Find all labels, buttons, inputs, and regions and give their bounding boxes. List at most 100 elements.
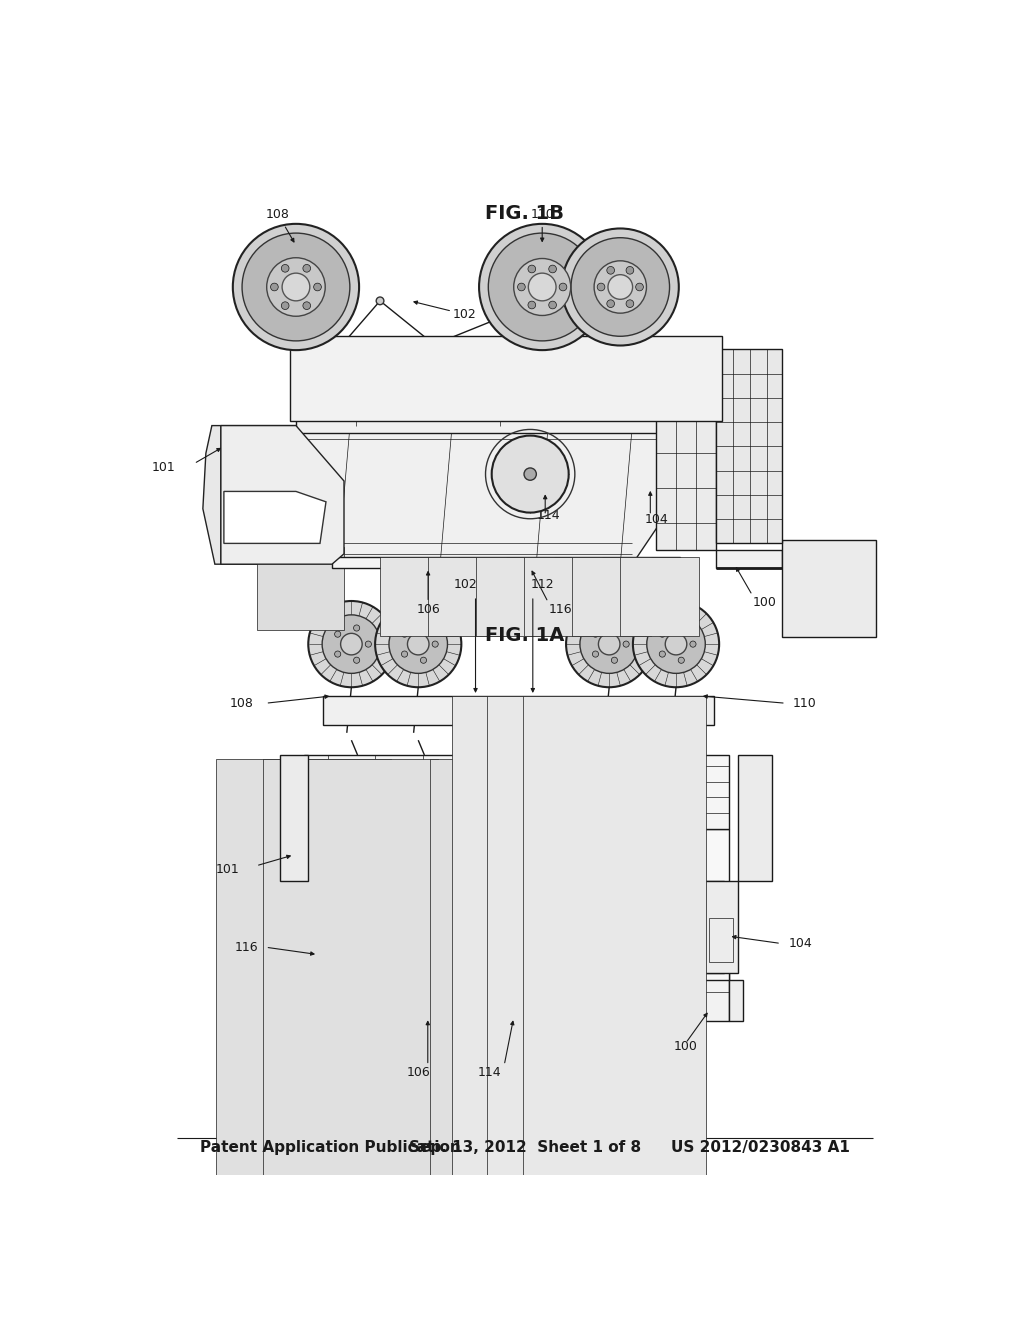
Circle shape: [549, 265, 556, 273]
Circle shape: [303, 264, 310, 272]
Text: 116: 116: [234, 941, 258, 953]
Text: Patent Application Publication: Patent Application Publication: [200, 1140, 461, 1155]
Text: 104: 104: [644, 512, 669, 525]
Circle shape: [353, 657, 359, 664]
Circle shape: [666, 634, 687, 655]
Bar: [557, 917, 705, 966]
Bar: [304, 966, 728, 1022]
Circle shape: [366, 642, 372, 647]
Circle shape: [282, 273, 310, 301]
Text: Sep. 13, 2012  Sheet 1 of 8: Sep. 13, 2012 Sheet 1 of 8: [409, 1140, 641, 1155]
Circle shape: [647, 615, 706, 673]
Bar: [290, 335, 722, 421]
Bar: [263, 759, 438, 1274]
Circle shape: [528, 301, 536, 309]
Circle shape: [421, 624, 427, 631]
Circle shape: [607, 300, 614, 308]
Bar: [313, 940, 351, 969]
Circle shape: [313, 284, 322, 290]
Text: 106: 106: [407, 1067, 430, 1080]
Circle shape: [598, 634, 620, 655]
Text: 110: 110: [530, 207, 554, 220]
Bar: [476, 557, 554, 636]
Text: 114: 114: [478, 1067, 502, 1080]
Circle shape: [232, 224, 359, 350]
Circle shape: [323, 615, 381, 673]
Text: 116: 116: [549, 603, 572, 615]
Text: FIG. 1B: FIG. 1B: [485, 205, 564, 223]
Ellipse shape: [573, 764, 616, 816]
Text: 101: 101: [215, 863, 240, 876]
Bar: [478, 759, 653, 1274]
Circle shape: [528, 273, 556, 301]
Circle shape: [524, 469, 537, 480]
Circle shape: [678, 624, 684, 631]
Bar: [523, 696, 706, 1222]
Text: 108: 108: [266, 207, 290, 220]
Bar: [633, 888, 705, 913]
Circle shape: [659, 631, 666, 638]
Bar: [430, 759, 605, 1274]
Circle shape: [389, 615, 447, 673]
Bar: [430, 929, 478, 960]
Circle shape: [303, 302, 310, 309]
Circle shape: [559, 284, 567, 290]
Circle shape: [335, 631, 341, 638]
Bar: [717, 350, 782, 544]
Bar: [430, 892, 478, 923]
Circle shape: [242, 234, 350, 341]
Polygon shape: [203, 425, 221, 564]
Bar: [313, 880, 489, 973]
Circle shape: [611, 657, 617, 664]
Bar: [296, 350, 717, 433]
Circle shape: [678, 657, 684, 664]
Polygon shape: [224, 491, 326, 544]
Circle shape: [659, 651, 666, 657]
Text: 114: 114: [537, 510, 560, 523]
Text: 100: 100: [753, 595, 776, 609]
Bar: [321, 892, 368, 923]
Text: FIG. 1A: FIG. 1A: [485, 626, 564, 645]
Circle shape: [626, 267, 634, 275]
Circle shape: [549, 301, 556, 309]
Bar: [621, 557, 698, 636]
Bar: [215, 759, 390, 1274]
Circle shape: [597, 284, 605, 290]
Circle shape: [401, 631, 408, 638]
Bar: [280, 755, 308, 880]
Circle shape: [432, 642, 438, 647]
Bar: [323, 696, 714, 726]
Ellipse shape: [358, 764, 401, 816]
Bar: [782, 540, 876, 638]
Text: 100: 100: [674, 1040, 697, 1053]
Circle shape: [633, 601, 719, 688]
Circle shape: [636, 284, 643, 290]
Circle shape: [376, 297, 384, 305]
Circle shape: [594, 261, 646, 313]
Circle shape: [593, 651, 599, 657]
Circle shape: [562, 228, 679, 346]
Text: 110: 110: [793, 697, 817, 710]
Circle shape: [282, 302, 289, 309]
Text: US 2012/0230843 A1: US 2012/0230843 A1: [671, 1140, 850, 1155]
Circle shape: [492, 436, 568, 512]
Circle shape: [690, 642, 696, 647]
Circle shape: [308, 601, 394, 688]
Text: 108: 108: [229, 697, 254, 710]
Bar: [524, 557, 602, 636]
Bar: [557, 888, 624, 913]
Text: 101: 101: [152, 461, 176, 474]
Circle shape: [479, 224, 605, 350]
Circle shape: [517, 284, 525, 290]
Circle shape: [593, 631, 599, 638]
Circle shape: [607, 267, 614, 275]
Circle shape: [335, 651, 341, 657]
Bar: [321, 929, 368, 960]
Text: 102: 102: [453, 308, 476, 321]
Bar: [380, 557, 459, 636]
Bar: [572, 557, 650, 636]
Polygon shape: [221, 425, 344, 564]
Circle shape: [514, 259, 570, 315]
Bar: [717, 550, 782, 568]
Ellipse shape: [622, 764, 665, 816]
